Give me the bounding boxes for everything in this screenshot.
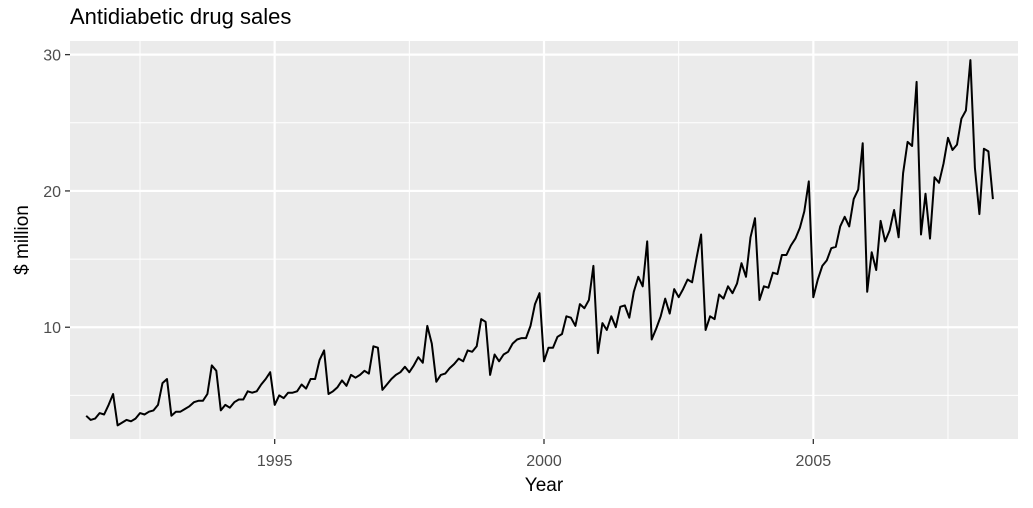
y-tick-label: 10: [43, 320, 61, 337]
series-line: [85, 59, 994, 427]
x-tick-label: 2000: [526, 453, 562, 470]
x-tick-label: 2005: [796, 453, 832, 470]
y-tick-labels: 10 20 30: [43, 48, 61, 338]
major-gridlines: [70, 41, 1018, 439]
y-tick-label: 30: [43, 48, 61, 65]
x-axis-title: Year: [525, 475, 564, 496]
x-tick-labels: 1995 2000 2005: [257, 453, 831, 470]
y-tick-label: 20: [43, 184, 61, 201]
y-axis-title: $ million: [12, 205, 33, 275]
series-layer: [85, 59, 994, 427]
x-tick-label: 1995: [257, 453, 293, 470]
chart-title: Antidiabetic drug sales: [70, 4, 291, 29]
axis-ticks: [65, 53, 814, 444]
